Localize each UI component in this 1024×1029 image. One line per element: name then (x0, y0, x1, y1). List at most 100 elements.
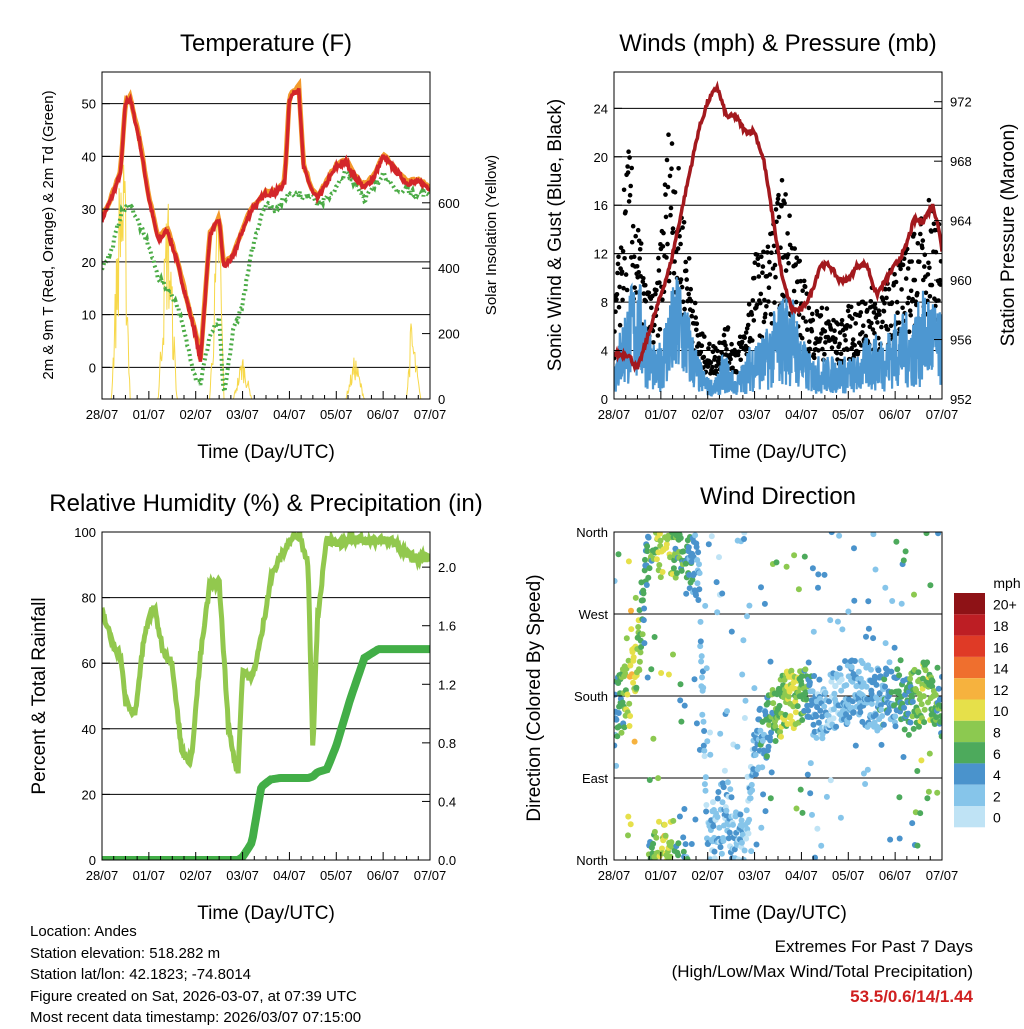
gust-point (708, 360, 714, 365)
gust-point (617, 284, 622, 290)
direction-point (900, 557, 907, 564)
gust-point (715, 348, 720, 354)
direction-ytick-label: North (576, 853, 608, 868)
gust-point (656, 255, 661, 261)
direction-point (714, 609, 721, 616)
direction-point (863, 683, 870, 690)
legend-swatch (954, 656, 985, 679)
direction-point (728, 794, 735, 801)
gust-point (868, 299, 874, 304)
gust-point (884, 295, 889, 301)
gust-point (767, 259, 772, 265)
gust-point (794, 255, 799, 260)
gust-point (678, 241, 683, 247)
gust-point (641, 276, 646, 281)
extremes-box: Extremes For Past 7 Days (High/Low/Max W… (672, 934, 973, 1009)
temperature-xtick-label: 28/07 (86, 407, 119, 422)
gust-point (746, 302, 752, 307)
direction-point (886, 659, 893, 666)
direction-point (625, 832, 631, 839)
gust-point (683, 259, 688, 265)
direction-point (887, 836, 894, 843)
direction-ytick-label: West (579, 607, 609, 622)
gust-point (865, 307, 870, 313)
winds-xtick-label: 07/07 (926, 407, 959, 422)
gust-point (686, 291, 691, 297)
gust-point (637, 247, 643, 252)
winds-ytick-label: 20 (594, 150, 608, 165)
direction-point (859, 660, 866, 667)
direction-point (741, 715, 748, 721)
gust-point (680, 299, 686, 305)
direction-point (636, 607, 643, 614)
direction-point (653, 834, 660, 841)
gust-point (931, 221, 937, 227)
gust-point (933, 249, 939, 255)
gust-point (631, 254, 637, 259)
gust-point (728, 356, 733, 362)
direction-point (677, 697, 684, 704)
direction-point (910, 725, 917, 732)
gust-point (805, 327, 810, 333)
temperature-panel: Temperature (F) 28/07 01/07 02/07 03/07 04/0… (40, 30, 500, 463)
gust-point (706, 346, 711, 351)
direction-xtick-label: 04/07 (785, 868, 818, 883)
temperature-xtick-label: 07/07 (414, 407, 447, 422)
direction-point (720, 784, 727, 791)
direction-point (677, 681, 684, 688)
direction-point (663, 541, 670, 548)
gust-point (721, 332, 727, 338)
direction-point (758, 584, 764, 591)
direction-point (902, 548, 909, 555)
gust-point (672, 190, 678, 195)
humidity-xtick-label: 07/07 (414, 868, 447, 883)
gust-point (774, 219, 779, 225)
gust-point (929, 282, 935, 288)
gust-point (828, 327, 834, 332)
direction-point (874, 695, 880, 702)
direction-point (803, 696, 810, 703)
direction-point (678, 718, 685, 725)
direction-point (692, 816, 699, 823)
direction-point (838, 687, 845, 694)
humidity-xlabel: Time (Day/UTC) (197, 903, 335, 924)
gust-point (797, 258, 802, 264)
direction-point (743, 807, 750, 814)
direction-point (810, 628, 817, 635)
direction-point (702, 787, 709, 794)
temperature-ytick-label: 30 (82, 202, 96, 217)
gust-point (842, 333, 847, 338)
direction-point (808, 697, 815, 704)
gust-point (742, 335, 747, 341)
direction-point (650, 840, 657, 847)
gust-point (872, 301, 878, 307)
direction-point (711, 848, 718, 855)
gust-point (629, 239, 635, 245)
direction-point (698, 653, 705, 660)
winds-xlabel: Time (Day/UTC) (709, 442, 847, 463)
direction-point (787, 713, 794, 720)
gust-point (660, 297, 665, 303)
gust-point (749, 312, 755, 317)
total-rainfall-line (102, 645, 430, 860)
direction-point (905, 731, 912, 738)
gust-point (632, 285, 637, 290)
direction-point (891, 702, 897, 709)
gust-point (908, 288, 914, 294)
direction-point (872, 711, 879, 718)
direction-point (642, 556, 648, 563)
direction-point (697, 638, 704, 645)
direction-point (767, 658, 774, 665)
direction-point (767, 795, 774, 802)
direction-point (935, 685, 942, 692)
gust-point (620, 248, 626, 254)
gust-point (636, 270, 641, 275)
direction-point (700, 684, 707, 691)
direction-point (781, 676, 788, 683)
direction-point (900, 754, 907, 760)
gust-point (727, 352, 733, 358)
direction-point (744, 613, 750, 620)
gust-point (682, 306, 687, 312)
direction-point (627, 821, 634, 828)
